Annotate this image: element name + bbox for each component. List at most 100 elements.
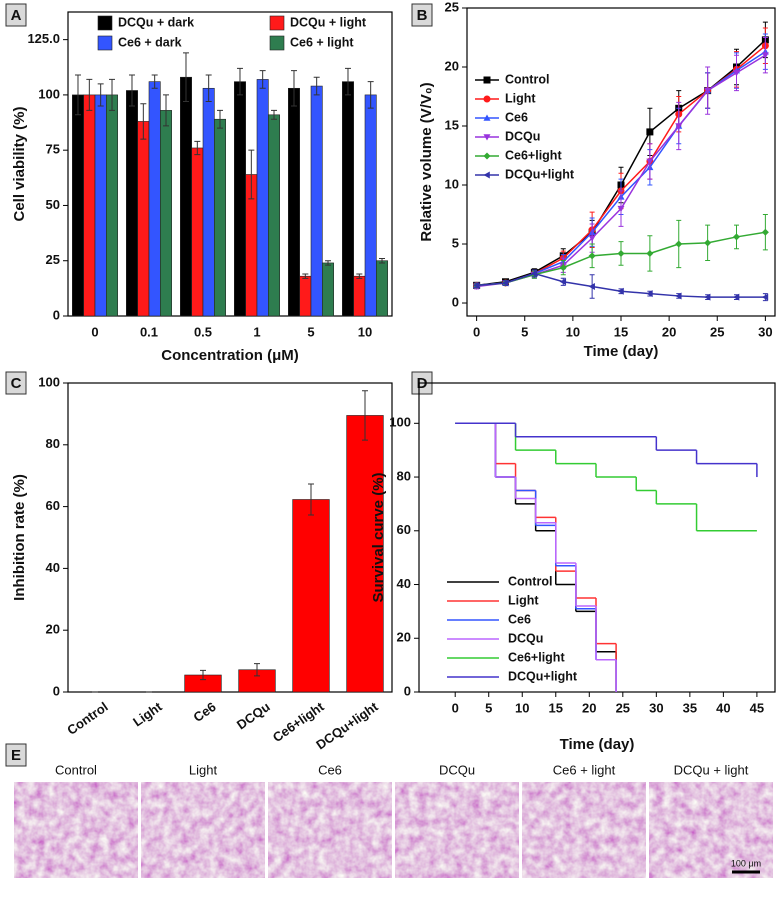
legend-label: Light (508, 593, 539, 607)
error-bar (290, 70, 297, 107)
y-tick-label: 10 (445, 176, 459, 191)
panel-letter: C (11, 375, 22, 392)
marker (733, 70, 740, 77)
y-tick-label: 0 (53, 683, 60, 698)
marker (761, 293, 769, 301)
y-tick-label: 20 (445, 58, 459, 73)
error-bar (236, 67, 243, 96)
legend-label: Ce6 (508, 612, 531, 626)
x-tick-label: 30 (758, 324, 772, 339)
legend-label: DCQu (505, 129, 540, 143)
error-bar (128, 74, 135, 107)
legend-label: DCQu+light (505, 167, 575, 181)
error-bar (140, 103, 147, 140)
bar (346, 415, 384, 693)
x-tick-label: 20 (582, 700, 596, 715)
marker (617, 205, 625, 213)
y-tick-label: 40 (46, 560, 60, 575)
x-tick-label: 30 (649, 700, 663, 715)
marker (704, 293, 711, 301)
error-bar (248, 149, 255, 200)
marker (617, 249, 625, 257)
bar (126, 90, 138, 317)
y-tick-label: 100 (38, 374, 60, 389)
scale-bar-label: 100 μm (731, 858, 761, 868)
legend-marker (483, 152, 491, 160)
legend-label: Ce6 (505, 110, 528, 124)
image-title: DCQu + light (674, 762, 749, 777)
x-axis-title: Concentration (μM) (161, 347, 299, 364)
error-bar (109, 78, 116, 111)
plot-frame (418, 382, 776, 693)
y-tick-label: 20 (46, 622, 60, 637)
x-tick-label: 5 (307, 324, 314, 339)
legend-swatch (269, 35, 285, 51)
x-tick-label: 25 (710, 324, 724, 339)
legend-marker (483, 134, 491, 141)
x-tick-label: 40 (716, 700, 730, 715)
y-tick-label: 75 (46, 142, 60, 157)
y-tick-label: 60 (397, 522, 411, 537)
bar (299, 275, 312, 317)
bar (160, 110, 172, 317)
error-bar (367, 81, 374, 109)
legend-label: Ce6 + light (290, 35, 354, 49)
y-tick-label: 50 (46, 197, 60, 212)
y-axis-title: Inhibition rate (%) (11, 474, 28, 601)
bar (137, 121, 150, 317)
legend-label: DCQu + light (290, 15, 367, 29)
y-axis-title: Survival curve (%) (370, 472, 387, 602)
error-bar (86, 78, 93, 111)
histology-image (268, 782, 392, 878)
marker (588, 282, 595, 290)
bar (94, 94, 107, 317)
image-title: Light (189, 762, 218, 777)
bar (376, 260, 388, 317)
bar (342, 81, 354, 317)
legend-label: Ce6+light (508, 650, 565, 664)
bar (288, 87, 300, 317)
x-tick-label: 10 (358, 324, 372, 339)
marker (733, 293, 740, 301)
x-tick-label: 35 (683, 700, 697, 715)
x-tick-label: 0 (91, 324, 98, 339)
legend-marker (483, 171, 490, 179)
error-bar (182, 52, 189, 103)
x-axis-title: Time (day) (584, 343, 659, 360)
y-tick-label: 25 (445, 0, 459, 14)
legend-marker (483, 114, 491, 121)
x-tick-label: 15 (614, 324, 628, 339)
bar (83, 94, 96, 317)
bar (234, 81, 246, 317)
bar (310, 85, 323, 317)
y-tick-label: 100 (38, 86, 60, 101)
legend-label: DCQu (508, 631, 543, 645)
legend-label: Control (505, 72, 549, 86)
x-tick-label: DCQu (234, 699, 273, 732)
legend-marker (483, 76, 491, 84)
histology-image (395, 782, 519, 878)
bar (106, 94, 118, 317)
image-title: Ce6 (318, 762, 342, 777)
histology-image (522, 782, 646, 878)
marker (588, 252, 596, 260)
histology-image (649, 782, 773, 878)
marker (646, 290, 653, 298)
image-title: Control (55, 762, 97, 777)
y-tick-label: 40 (397, 576, 411, 591)
marker (646, 249, 654, 257)
panel-letter-box (5, 743, 27, 767)
histology-image (14, 782, 138, 878)
legend-label: Control (508, 574, 552, 588)
error-bar (200, 669, 206, 681)
x-tick-label: 10 (566, 324, 580, 339)
legend-label: Light (505, 91, 536, 105)
error-bar (205, 74, 212, 103)
panel-letter-box (411, 3, 433, 27)
marker (675, 123, 683, 130)
y-tick-label: 25 (46, 252, 60, 267)
plot-frame (67, 382, 393, 693)
x-tick-label: 0.5 (194, 324, 212, 339)
x-tick-label: 45 (750, 700, 764, 715)
panel-letter-box (5, 3, 27, 27)
